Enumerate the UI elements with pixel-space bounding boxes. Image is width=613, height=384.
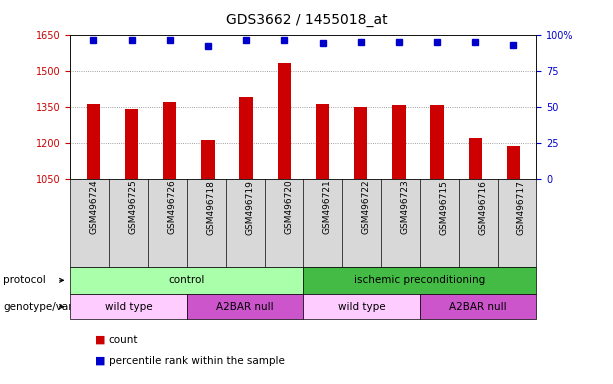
Text: ■: ■ — [95, 356, 105, 366]
Bar — [430, 105, 444, 179]
Text: GSM496717: GSM496717 — [517, 180, 526, 235]
Bar — [201, 140, 215, 179]
Bar — [278, 63, 291, 179]
Text: GSM496725: GSM496725 — [129, 180, 138, 235]
Bar — [507, 146, 520, 179]
Bar — [316, 104, 329, 179]
Text: count: count — [109, 335, 138, 345]
Text: ischemic preconditioning: ischemic preconditioning — [354, 275, 485, 285]
Bar — [354, 107, 367, 179]
Text: GSM496726: GSM496726 — [167, 180, 177, 235]
Text: wild type: wild type — [105, 301, 153, 312]
Text: control: control — [169, 275, 205, 285]
Bar — [468, 138, 482, 179]
Text: ■: ■ — [95, 335, 105, 345]
Bar — [125, 109, 139, 179]
Text: protocol: protocol — [3, 275, 46, 285]
Text: GSM496724: GSM496724 — [90, 180, 99, 234]
Bar — [86, 104, 100, 179]
Text: GSM496723: GSM496723 — [400, 180, 409, 235]
Text: A2BAR null: A2BAR null — [449, 301, 507, 312]
Text: GSM496722: GSM496722 — [362, 180, 371, 234]
Text: GSM496719: GSM496719 — [245, 180, 254, 235]
Bar — [240, 97, 253, 179]
Text: genotype/variation: genotype/variation — [3, 301, 102, 312]
Text: A2BAR null: A2BAR null — [216, 301, 274, 312]
Text: GSM496718: GSM496718 — [207, 180, 215, 235]
Text: GSM496721: GSM496721 — [323, 180, 332, 235]
Bar — [392, 105, 406, 179]
Text: GSM496716: GSM496716 — [478, 180, 487, 235]
Text: wild type: wild type — [338, 301, 386, 312]
Text: GSM496720: GSM496720 — [284, 180, 293, 235]
Text: GSM496715: GSM496715 — [440, 180, 448, 235]
Text: GDS3662 / 1455018_at: GDS3662 / 1455018_at — [226, 13, 387, 27]
Text: percentile rank within the sample: percentile rank within the sample — [109, 356, 284, 366]
Bar — [163, 102, 177, 179]
